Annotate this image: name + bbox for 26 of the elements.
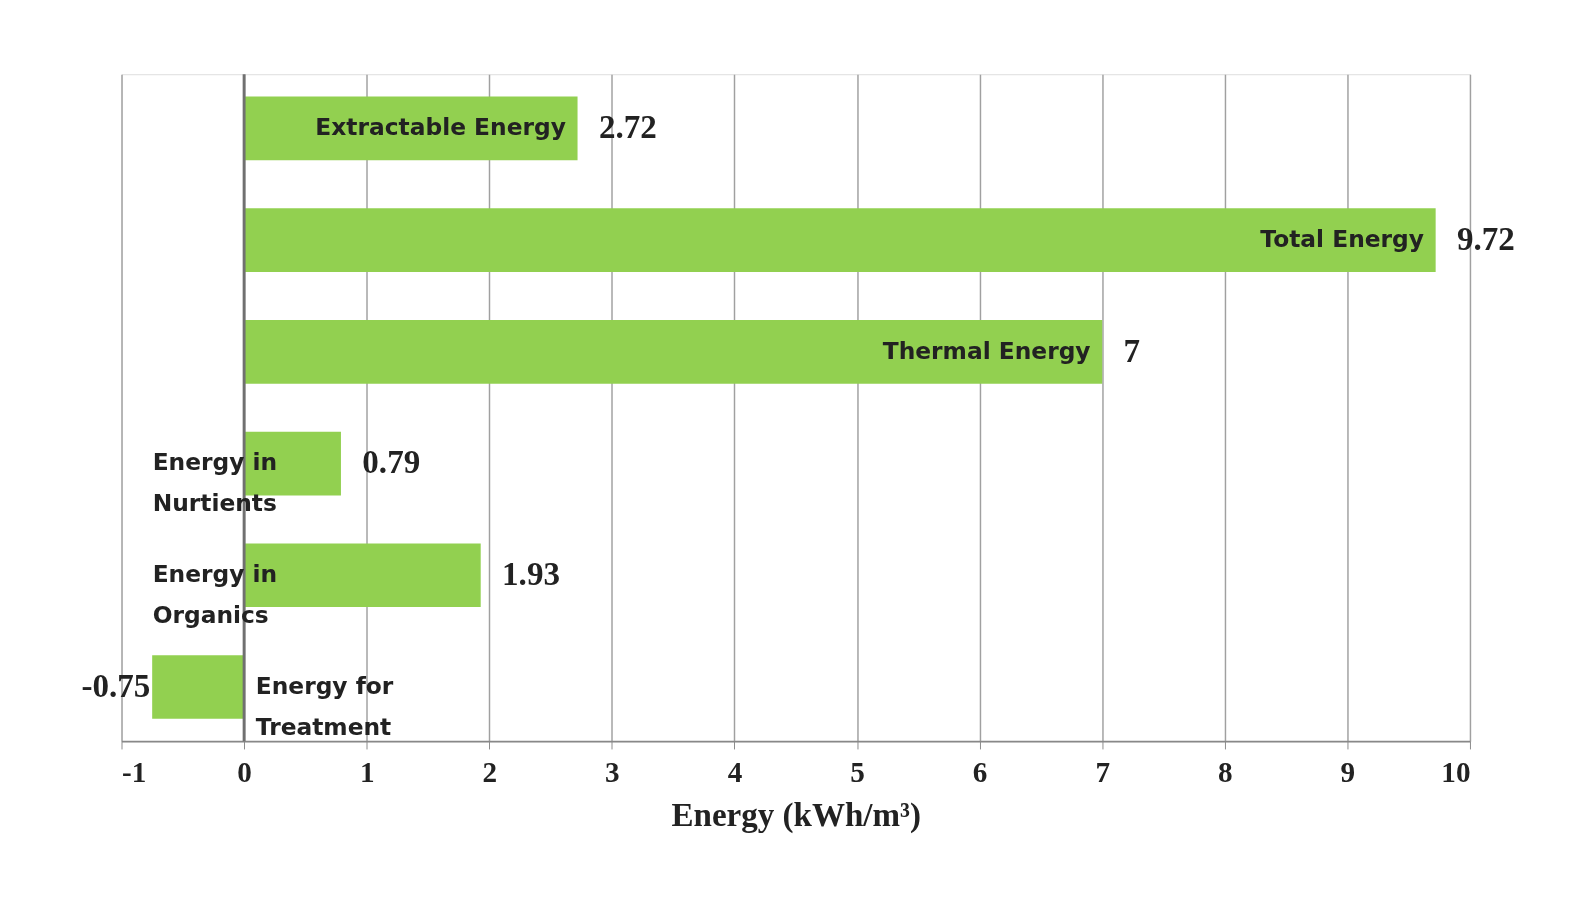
x-tick-label: 10 bbox=[1441, 756, 1471, 789]
x-tick-label: 2 bbox=[482, 756, 498, 789]
data-label: 7 bbox=[1123, 332, 1141, 369]
bar bbox=[244, 320, 1103, 384]
data-label: 9.72 bbox=[1457, 220, 1515, 257]
bar bbox=[244, 208, 1436, 272]
x-tick-label: 6 bbox=[972, 756, 988, 789]
x-tick-label: 0 bbox=[237, 756, 252, 789]
x-tick-label: 9 bbox=[1340, 756, 1356, 789]
x-tick-label: 8 bbox=[1218, 756, 1233, 789]
y-tick-label: Thermal Energy bbox=[882, 336, 1091, 365]
x-tick-label: 7 bbox=[1095, 756, 1110, 789]
x-axis-title: Energy (kWh/m³) bbox=[671, 797, 921, 835]
data-label: 0.79 bbox=[362, 444, 421, 481]
y-tick-label: Total Energy bbox=[1260, 224, 1424, 253]
data-label: 1.93 bbox=[502, 555, 560, 592]
x-tick-label: 4 bbox=[727, 756, 743, 789]
x-tick-label: 3 bbox=[605, 756, 620, 789]
data-label: -0.75 bbox=[81, 667, 151, 704]
y-tick-label: Extractable Energy bbox=[315, 113, 566, 142]
y-tick-label: Energy for Treatment bbox=[255, 671, 394, 741]
x-tick-label: 5 bbox=[850, 756, 865, 789]
x-tick-label: 1 bbox=[359, 756, 375, 789]
data-label: 2.72 bbox=[598, 109, 657, 146]
bar bbox=[152, 655, 245, 719]
x-tick-label: -1 bbox=[122, 756, 147, 789]
